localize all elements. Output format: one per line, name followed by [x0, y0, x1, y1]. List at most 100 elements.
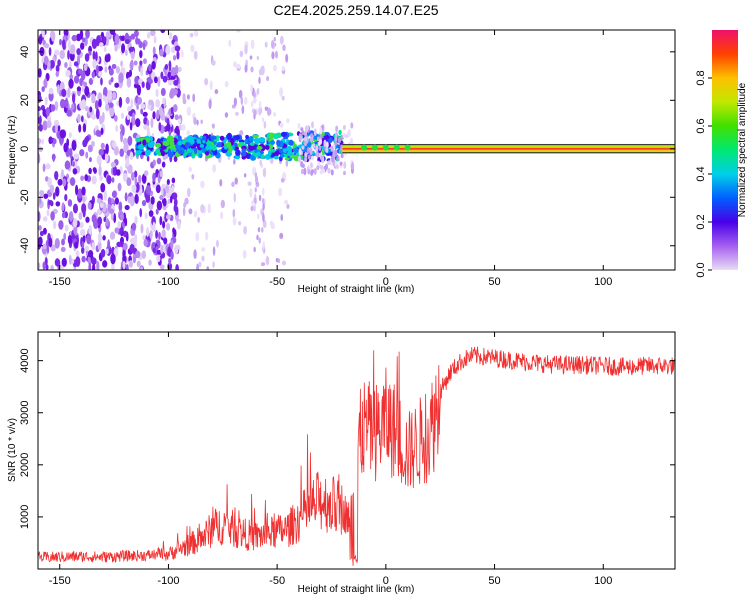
noise-mark: [214, 89, 219, 95]
noise-mark: [182, 93, 186, 102]
band-mark: [316, 165, 320, 171]
noise-mark: [279, 232, 284, 239]
noise-mark: [251, 200, 254, 206]
noise-mark: [44, 96, 48, 106]
snr-x-tick-label: 100: [594, 575, 612, 587]
noise-mark: [73, 225, 78, 235]
noise-mark: [176, 50, 180, 60]
noise-mark: [164, 64, 169, 70]
colorbar-ticks: 0.0 0.2 0.4 0.6 0.8: [695, 70, 712, 278]
noise-mark: [49, 59, 55, 69]
noise-mark: [63, 142, 68, 153]
noise-mark: [262, 197, 265, 204]
noise-mark: [140, 103, 146, 109]
noise-mark: [68, 211, 74, 222]
spectrogram-x-tick-label: 0: [383, 276, 389, 288]
band-mark: [168, 137, 175, 142]
spectrogram-x-tick-label: 100: [594, 276, 612, 288]
noise-mark: [97, 240, 102, 251]
noise-mark: [279, 122, 284, 128]
noise-mark: [261, 227, 264, 233]
band-mark: [338, 129, 342, 135]
noise-mark: [61, 212, 66, 219]
snr-y-axis-title: SNR (10 * v/v): [7, 418, 18, 482]
noise-mark: [159, 170, 163, 178]
noise-mark: [172, 104, 178, 113]
noise-mark: [82, 99, 87, 109]
noise-mark: [54, 100, 59, 111]
noise-mark: [255, 177, 259, 183]
noise-mark: [212, 261, 215, 269]
band-mark: [258, 136, 266, 143]
noise-mark: [99, 202, 104, 209]
band-mark: [313, 128, 317, 136]
noise-mark: [71, 34, 78, 42]
band-mark: [307, 168, 311, 175]
band-mark: [323, 131, 330, 136]
noise-mark: [134, 215, 138, 225]
band-mark: [196, 138, 201, 144]
band-mark: [193, 147, 198, 155]
band-mark: [254, 141, 260, 145]
noise-mark: [254, 197, 257, 205]
noise-mark: [191, 173, 195, 180]
band-mark: [147, 141, 155, 148]
band-mark: [219, 135, 225, 141]
band-mark: [136, 150, 143, 155]
band-mark: [330, 169, 334, 176]
band-mark: [340, 153, 344, 159]
noise-mark: [134, 193, 139, 205]
noise-mark: [160, 113, 166, 121]
noise-mark: [105, 143, 109, 155]
noise-mark: [220, 199, 225, 209]
noise-mark: [253, 246, 256, 253]
noise-mark: [91, 113, 97, 120]
noise-mark: [117, 182, 122, 192]
noise-mark: [95, 129, 101, 137]
noise-mark: [149, 230, 153, 239]
band-mark: [137, 144, 145, 150]
snr-frame: [37, 331, 676, 570]
band-mark: [184, 141, 190, 149]
noise-mark: [48, 47, 52, 56]
colorbar-title: Normalized spectral amplitude: [737, 82, 748, 217]
noise-mark: [134, 177, 138, 186]
noise-mark: [160, 30, 166, 34]
noise-mark: [38, 68, 42, 78]
snr-x-tick-label: -50: [269, 575, 285, 587]
noise-mark: [126, 114, 130, 120]
noise-mark: [124, 49, 128, 56]
noise-mark: [50, 244, 56, 252]
noise-mark: [196, 263, 199, 270]
noise-mark: [158, 48, 164, 57]
band-mark: [306, 146, 310, 154]
noise-mark: [110, 161, 116, 168]
band-mark: [190, 139, 195, 145]
spectrogram-x-ticks: -150 -100 -50 0 50 100: [49, 30, 612, 288]
noise-mark: [91, 175, 97, 185]
noise-mark: [120, 112, 125, 119]
noise-mark: [165, 214, 171, 220]
spectrogram-frame: [37, 29, 676, 271]
band-mark: [282, 148, 288, 153]
noise-mark: [114, 44, 118, 52]
snr-x-tick-label: 50: [488, 575, 500, 587]
noise-mark: [160, 87, 166, 97]
spectrogram-x-tick-label: -150: [49, 276, 71, 288]
band-mark: [284, 153, 288, 158]
noise-mark: [85, 216, 90, 223]
noise-mark: [277, 258, 281, 263]
noise-mark: [258, 237, 261, 244]
noise-mark: [152, 247, 156, 254]
noise-mark: [67, 49, 70, 60]
noise-mark: [55, 124, 58, 134]
noise-mark: [250, 39, 255, 50]
band-mark: [335, 125, 339, 133]
noise-mark: [79, 101, 84, 110]
noise-mark: [42, 216, 48, 222]
band-mark: [334, 149, 338, 157]
noise-mark: [144, 212, 148, 220]
noise-mark: [156, 249, 162, 255]
noise-mark: [250, 84, 253, 94]
band-mark: [226, 141, 232, 149]
